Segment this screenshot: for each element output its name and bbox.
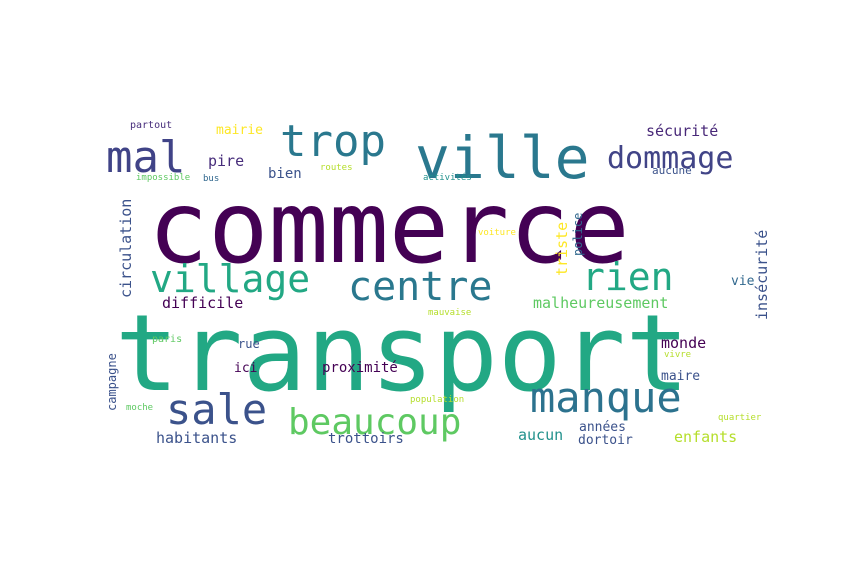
word-aucune: aucune	[652, 164, 692, 177]
word-partout: partout	[130, 120, 172, 131]
word-campagne: campagne	[105, 353, 119, 411]
word-mal: mal	[106, 132, 185, 183]
word-proximite: proximité	[322, 360, 398, 376]
word-insecurite: insécurité	[753, 230, 771, 320]
word-ici: ici	[234, 361, 257, 376]
word-circulation: circulation	[117, 199, 135, 298]
word-monde: monde	[661, 334, 706, 352]
word-trop: trop	[280, 116, 386, 167]
word-transport: transport	[115, 292, 689, 415]
word-aucun: aucun	[518, 426, 563, 444]
word-ville: ville	[415, 124, 590, 192]
word-commerce: commerce	[148, 169, 630, 286]
word-routes: routes	[320, 163, 353, 173]
word-bus: bus	[203, 174, 219, 184]
word-sale: sale	[166, 385, 267, 434]
word-rue: rue	[238, 337, 260, 351]
word-securite: sécurité	[646, 122, 718, 140]
word-manque: manque	[530, 373, 682, 422]
word-bien: bien	[268, 166, 302, 182]
word-centre: centre	[348, 264, 493, 310]
word-beaucoup: beaucoup	[288, 402, 461, 443]
word-paris: paris	[152, 334, 182, 345]
word-mairie: mairie	[216, 123, 263, 138]
word-dommage: dommage	[607, 141, 733, 176]
word-village: village	[150, 257, 310, 301]
word-activites: activités	[423, 172, 472, 183]
word-triste: triste	[553, 222, 571, 276]
word-malheureusement: malheureusement	[533, 294, 668, 312]
word-mauvaise: mauvaise	[428, 308, 471, 318]
word-annees: années	[579, 420, 626, 435]
word-vivre: vivre	[664, 350, 691, 360]
word-population: population	[410, 395, 464, 405]
word-impossible: impossible	[136, 173, 190, 183]
word-trottoirs: trottoirs	[328, 431, 404, 447]
word-police: police	[571, 213, 585, 256]
word-maire: maire	[661, 369, 700, 384]
word-rien: rien	[582, 255, 674, 299]
word-vie: vie	[731, 274, 755, 289]
word-moche: moche	[126, 403, 153, 413]
word-dortoir: dortoir	[578, 433, 633, 448]
word-habitants: habitants	[156, 429, 237, 447]
word-enfants: enfants	[674, 428, 737, 446]
word-pire: pire	[208, 152, 244, 170]
word-difficile: difficile	[162, 294, 243, 312]
word-quartier: quartier	[718, 413, 762, 423]
word-voiture: voiture	[478, 228, 516, 238]
